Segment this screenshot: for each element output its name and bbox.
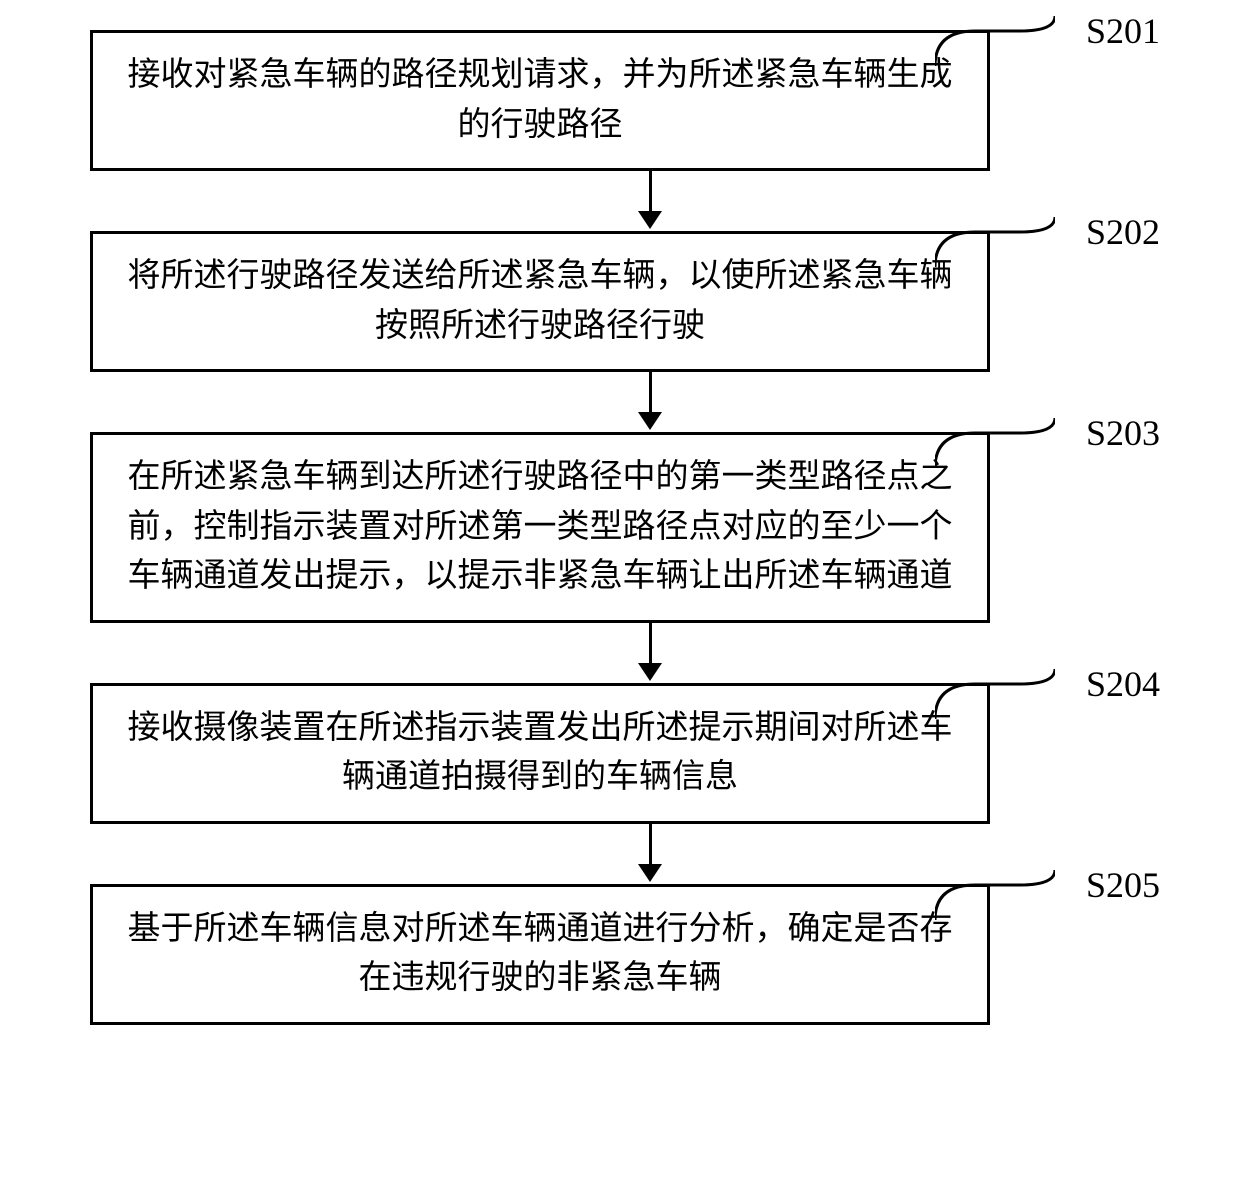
step-label-5: S205 — [1086, 864, 1160, 906]
step-container-4: 接收摄像装置在所述指示装置发出所述提示期间对所述车辆通道拍摄得到的车辆信息 S2… — [30, 683, 1210, 824]
step-box-3: 在所述紧急车辆到达所述行驶路径中的第一类型路径点之前，控制指示装置对所述第一类型… — [90, 432, 990, 623]
flowchart-container: 接收对紧急车辆的路径规划请求，并为所述紧急车辆生成的行驶路径 S201 将所述行… — [30, 30, 1210, 1025]
step-text-4: 接收摄像装置在所述指示装置发出所述提示期间对所述车辆通道拍摄得到的车辆信息 — [128, 710, 953, 796]
step-text-2: 将所述行驶路径发送给所述紧急车辆，以使所述紧急车辆按照所述行驶路径行驶 — [128, 258, 953, 344]
bracket-2 — [935, 217, 1055, 267]
step-label-1: S201 — [1086, 10, 1160, 52]
step-box-1: 接收对紧急车辆的路径规划请求，并为所述紧急车辆生成的行驶路径 — [90, 30, 990, 171]
step-container-1: 接收对紧急车辆的路径规划请求，并为所述紧急车辆生成的行驶路径 S201 — [30, 30, 1210, 171]
bracket-4 — [935, 669, 1055, 719]
step-text-5: 基于所述车辆信息对所述车辆通道进行分析，确定是否存在违规行驶的非紧急车辆 — [128, 911, 953, 997]
step-container-3: 在所述紧急车辆到达所述行驶路径中的第一类型路径点之前，控制指示装置对所述第一类型… — [30, 432, 1210, 623]
step-box-5: 基于所述车辆信息对所述车辆通道进行分析，确定是否存在违规行驶的非紧急车辆 — [90, 884, 990, 1025]
bracket-1 — [935, 16, 1055, 66]
step-box-2: 将所述行驶路径发送给所述紧急车辆，以使所述紧急车辆按照所述行驶路径行驶 — [90, 231, 990, 372]
bracket-3 — [935, 418, 1055, 468]
step-label-3: S203 — [1086, 412, 1160, 454]
step-text-1: 接收对紧急车辆的路径规划请求，并为所述紧急车辆生成的行驶路径 — [128, 57, 953, 143]
step-text-3: 在所述紧急车辆到达所述行驶路径中的第一类型路径点之前，控制指示装置对所述第一类型… — [128, 459, 953, 594]
bracket-5 — [935, 870, 1055, 920]
step-container-5: 基于所述车辆信息对所述车辆通道进行分析，确定是否存在违规行驶的非紧急车辆 S20… — [30, 884, 1210, 1025]
step-label-2: S202 — [1086, 211, 1160, 253]
step-label-4: S204 — [1086, 663, 1160, 705]
step-box-4: 接收摄像装置在所述指示装置发出所述提示期间对所述车辆通道拍摄得到的车辆信息 — [90, 683, 990, 824]
step-container-2: 将所述行驶路径发送给所述紧急车辆，以使所述紧急车辆按照所述行驶路径行驶 S202 — [30, 231, 1210, 372]
